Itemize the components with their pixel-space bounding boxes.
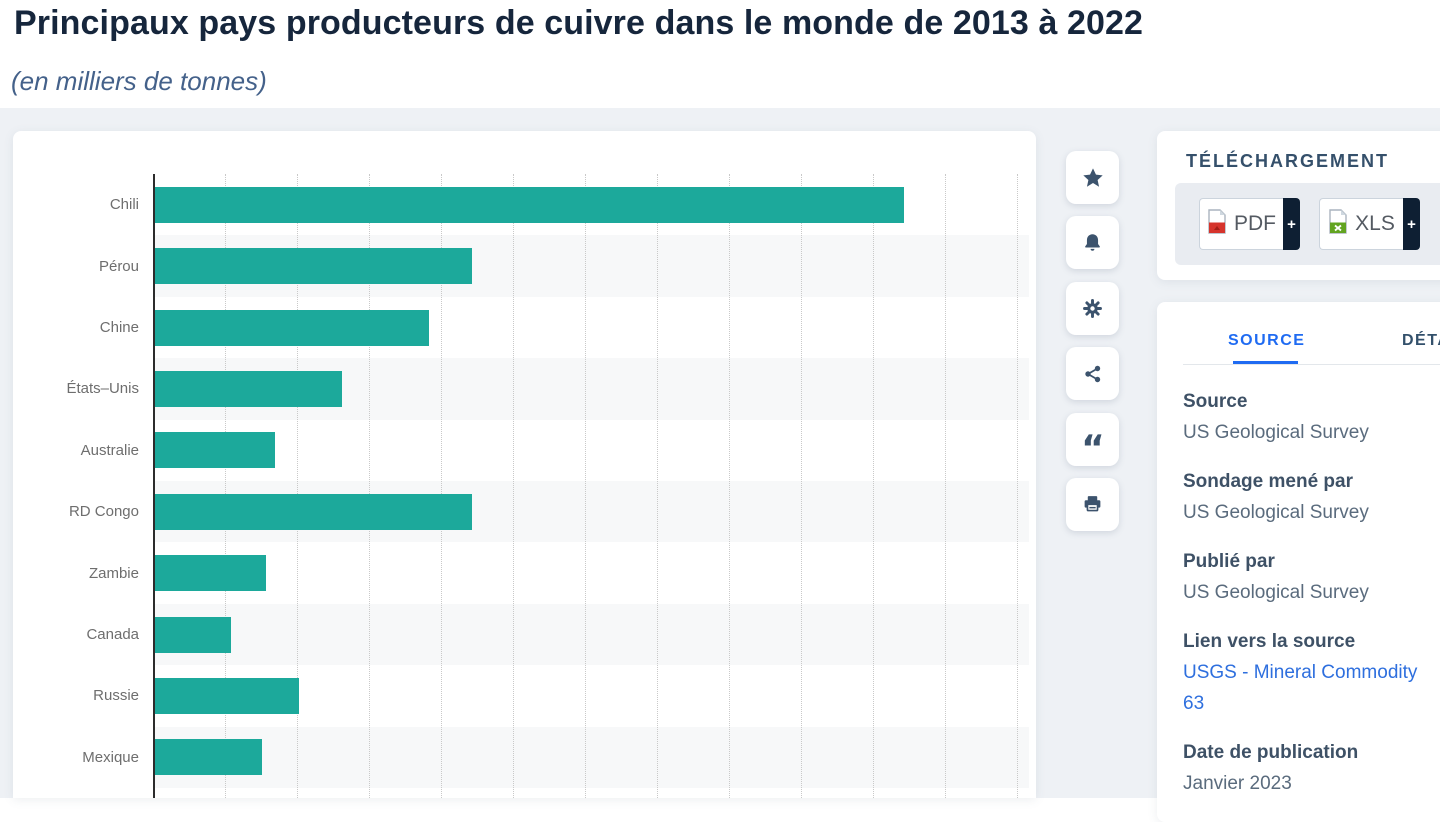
download-xls-button[interactable]: XLS +	[1319, 198, 1420, 250]
field-value: US Geological Survey	[1183, 422, 1369, 443]
download-card: TÉLÉCHARGEMENT PDF + XLS +	[1157, 131, 1440, 280]
field-publication-date: Date de publication Janvier 2023	[1183, 737, 1428, 799]
row-band	[154, 542, 1029, 604]
settings-button[interactable]	[1066, 282, 1119, 335]
row-band	[154, 665, 1029, 727]
category-label: RD Congo	[68, 503, 139, 521]
bar-Zambie[interactable]	[155, 555, 266, 592]
category-label: Chine	[99, 318, 139, 336]
download-pdf-plus-button[interactable]: +	[1283, 198, 1300, 250]
field-survey-by: Sondage mené par US Geological Survey	[1183, 466, 1428, 528]
printer-icon	[1082, 494, 1103, 515]
gridline	[801, 174, 802, 798]
field-value: US Geological Survey	[1183, 582, 1369, 603]
gridline	[441, 174, 442, 798]
row-band	[154, 726, 1029, 788]
bar-Canada[interactable]	[155, 616, 232, 653]
page-title: Principaux pays producteurs de cuivre da…	[14, 4, 1144, 42]
bar-Australie[interactable]	[155, 432, 275, 469]
field-value: US Geological Survey	[1183, 502, 1369, 523]
category-label: États–Unis	[66, 380, 139, 398]
gridline	[513, 174, 514, 798]
field-label: Sondage mené par	[1183, 471, 1353, 492]
plot-area: Chili Pérou Chine États–Unis Australie RD Con…	[13, 131, 1036, 798]
field-published-by: Publié par US Geological Survey	[1183, 546, 1428, 608]
star-icon	[1082, 167, 1104, 189]
bar-Chine[interactable]	[155, 309, 429, 346]
download-xls-plus-button[interactable]: +	[1403, 198, 1420, 250]
gridline	[225, 174, 226, 798]
xls-file-icon	[1328, 208, 1348, 240]
page-subtitle: (en milliers de tonnes)	[11, 66, 267, 96]
svg-text:“: “	[1081, 428, 1105, 452]
bar-États–Unis[interactable]	[155, 370, 343, 407]
print-button[interactable]	[1066, 478, 1119, 531]
share-icon	[1083, 364, 1103, 384]
download-tray: PDF + XLS +	[1175, 183, 1440, 265]
field-label: Date de publication	[1183, 742, 1359, 763]
download-pdf-button[interactable]: PDF +	[1199, 198, 1300, 250]
category-label: Russie	[93, 687, 139, 705]
gear-icon	[1082, 298, 1103, 319]
gridline	[945, 174, 946, 798]
download-pdf-label: PDF	[1234, 212, 1276, 235]
tab-source[interactable]: SOURCE	[1228, 332, 1306, 349]
download-pdf-main[interactable]: PDF	[1199, 198, 1283, 250]
field-label: Publié par	[1183, 551, 1275, 572]
gridline	[1017, 174, 1018, 798]
source-link[interactable]: USGS - Mineral Commodity 63	[1183, 662, 1418, 714]
field-source: Source US Geological Survey	[1183, 386, 1428, 448]
gridline	[297, 174, 298, 798]
bar-Pérou[interactable]	[155, 248, 472, 285]
field-label: Lien vers la source	[1183, 631, 1356, 652]
favorite-button[interactable]	[1066, 151, 1119, 204]
category-label: Mexique	[82, 748, 139, 766]
row-band	[154, 419, 1029, 481]
gridline	[369, 174, 370, 798]
cite-button[interactable]: “	[1066, 413, 1119, 466]
bar-Chili[interactable]	[155, 186, 904, 223]
category-label: Zambie	[88, 564, 139, 582]
category-label: Chili	[109, 196, 139, 214]
bar-Mexique[interactable]	[155, 739, 262, 776]
gridline	[585, 174, 586, 798]
pdf-file-icon	[1207, 208, 1227, 240]
category-label: Canada	[86, 625, 139, 643]
field-label: Source	[1183, 391, 1248, 412]
field-source-link: Lien vers la source USGS - Mineral Commo…	[1183, 626, 1428, 719]
alert-button[interactable]	[1066, 216, 1119, 269]
source-fields: Source US Geological Survey Sondage mené…	[1183, 386, 1428, 817]
tab-details[interactable]: DÉTAILS	[1402, 332, 1440, 349]
bar-Russie[interactable]	[155, 677, 299, 714]
y-axis-line	[153, 174, 155, 798]
category-label: Pérou	[98, 257, 139, 275]
tab-divider	[1183, 364, 1440, 365]
share-button[interactable]	[1066, 347, 1119, 400]
gridline	[873, 174, 874, 798]
bar-RD Congo[interactable]	[155, 493, 472, 530]
chart-card: Chili Pérou Chine États–Unis Australie RD Con…	[13, 131, 1036, 798]
quote-icon: “	[1081, 428, 1105, 452]
gridline	[657, 174, 658, 798]
category-label: Australie	[80, 441, 139, 459]
bell-icon	[1082, 232, 1103, 253]
active-tab-underline	[1233, 361, 1298, 364]
row-band	[154, 603, 1029, 666]
field-value: Janvier 2023	[1183, 773, 1292, 794]
gridline	[729, 174, 730, 798]
download-xls-main[interactable]: XLS	[1319, 198, 1403, 250]
download-xls-label: XLS	[1355, 212, 1395, 235]
source-card: SOURCE DÉTAILS Source US Geological Surv…	[1157, 302, 1440, 822]
download-heading: TÉLÉCHARGEMENT	[1186, 151, 1389, 171]
